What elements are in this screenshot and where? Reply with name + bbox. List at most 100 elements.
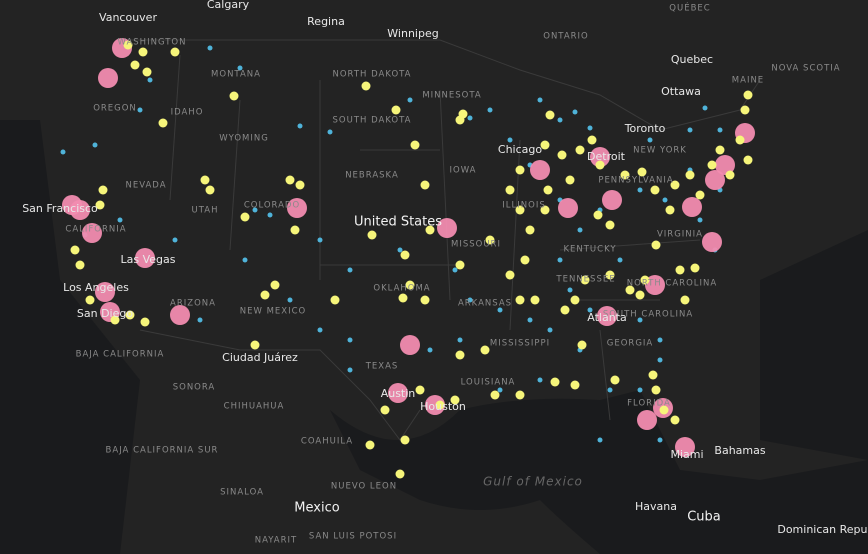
borders: [120, 39, 761, 441]
place-label: ARIZONA: [170, 299, 216, 309]
small-marker: [242, 257, 248, 263]
medium-marker: [405, 280, 415, 290]
medium-marker: [587, 135, 597, 145]
medium-marker: [455, 350, 465, 360]
atlantic-water: [760, 230, 868, 460]
medium-marker: [398, 293, 408, 303]
small-marker: [347, 267, 353, 273]
medium-marker: [640, 275, 650, 285]
small-marker: [147, 77, 153, 83]
small-marker: [647, 137, 653, 143]
medium-marker: [125, 310, 135, 320]
small-marker: [537, 97, 543, 103]
medium-marker: [138, 47, 148, 57]
large-marker: [388, 383, 408, 403]
medium-marker: [290, 225, 300, 235]
large-marker: [287, 198, 307, 218]
place-label: NEW MEXICO: [240, 307, 307, 317]
place-label: Gulf of Mexico: [483, 475, 583, 489]
medium-marker: [635, 290, 645, 300]
place-label: MONTANA: [211, 70, 261, 80]
medium-marker: [525, 225, 535, 235]
labels: Vancouver Calgary Regina Winnipeg QUÉBEC ONTA…: [22, 0, 868, 546]
small-marker: [702, 105, 708, 111]
place-label: Ciudad Juárez: [222, 351, 298, 364]
place-label: SONORA: [173, 383, 216, 393]
small-marker: [457, 337, 463, 343]
place-label: Cuba: [687, 510, 721, 525]
place-label: KENTUCKY: [563, 245, 616, 255]
medium-marker: [530, 295, 540, 305]
medium-marker: [560, 305, 570, 315]
small-marker: [92, 142, 98, 148]
medium-marker: [415, 385, 425, 395]
medium-marker: [540, 140, 550, 150]
medium-marker: [95, 200, 105, 210]
large-marker: [645, 275, 665, 295]
large-marker: [675, 437, 695, 457]
small-marker: [657, 357, 663, 363]
large-marker: [705, 170, 725, 190]
small-marker: [207, 45, 213, 51]
medium-marker: [158, 118, 168, 128]
medium-marker: [75, 260, 85, 270]
medium-marker: [515, 390, 525, 400]
medium-marker: [200, 175, 210, 185]
small-marker: [497, 387, 503, 393]
place-label: Detroit: [587, 150, 626, 163]
place-label: Mexico: [294, 501, 339, 516]
place-label: IDAHO: [171, 108, 204, 118]
place-label: SOUTH CAROLINA: [603, 310, 693, 320]
small-marker: [487, 107, 493, 113]
medium-marker: [260, 290, 270, 300]
place-label: NEBRASKA: [345, 171, 399, 181]
place-label: MISSISSIPPI: [490, 339, 550, 349]
small-marker: [657, 437, 663, 443]
medium-marker: [420, 180, 430, 190]
medium-marker: [648, 370, 658, 380]
medium-marker: [735, 135, 745, 145]
medium-marker: [515, 165, 525, 175]
place-label: NORTH CAROLINA: [627, 279, 717, 289]
small-marker: [537, 377, 543, 383]
medium-marker: [670, 180, 680, 190]
place-label: Regina: [307, 15, 345, 28]
place-label: Austin: [381, 387, 416, 400]
small-marker: [407, 97, 413, 103]
medium-marker: [725, 170, 735, 180]
medium-marker: [505, 185, 515, 195]
medium-marker: [361, 81, 371, 91]
medium-marker: [675, 265, 685, 275]
small-marker: [597, 437, 603, 443]
large-marker: [82, 223, 102, 243]
large-marker: [637, 410, 657, 430]
small-marker: [717, 127, 723, 133]
place-label: Atlanta: [587, 311, 626, 324]
large-marker: [70, 200, 90, 220]
medium-marker: [458, 109, 468, 119]
medium-marker: [400, 435, 410, 445]
small-marker: [347, 337, 353, 343]
medium-marker: [685, 170, 695, 180]
place-label: CALIFORNIA: [65, 225, 126, 235]
place-label: NORTH DAKOTA: [333, 70, 412, 80]
medium-marker: [670, 415, 680, 425]
small-marker: [60, 149, 66, 155]
medium-marker: [707, 160, 717, 170]
place-label: Havana: [635, 500, 677, 513]
medium-marker: [565, 175, 575, 185]
medium-marker: [651, 385, 661, 395]
small-marker: [567, 287, 573, 293]
large-marker: [98, 68, 118, 88]
medium-marker: [380, 405, 390, 415]
small-marker: [117, 217, 123, 223]
medium-marker: [605, 220, 615, 230]
place-label: Quebec: [671, 53, 713, 66]
place-label: GEORGIA: [607, 339, 653, 349]
medium-marker: [665, 205, 675, 215]
medium-marker: [400, 250, 410, 260]
medium-marker: [410, 140, 420, 150]
medium-marker: [170, 47, 180, 57]
medium-marker: [450, 395, 460, 405]
place-label: FLORIDA: [627, 399, 671, 409]
